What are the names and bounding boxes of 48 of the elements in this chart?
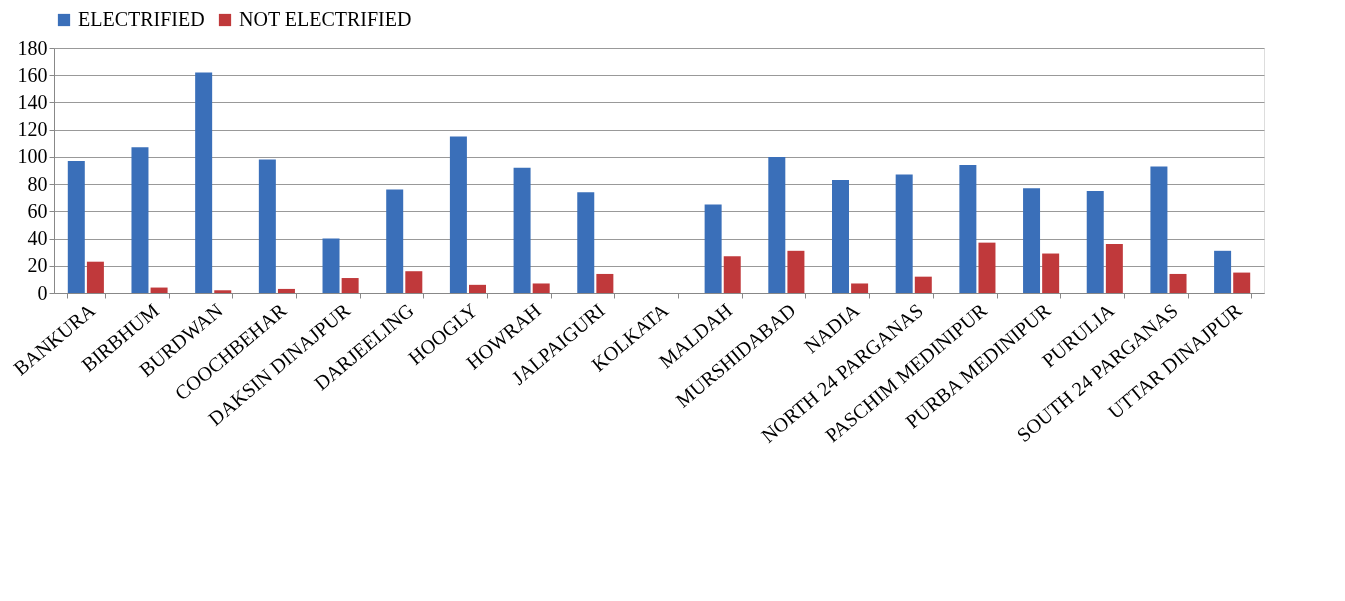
y-tick-label: 20 bbox=[27, 254, 48, 277]
legend-label: NOT ELECTRIFIED bbox=[239, 8, 412, 30]
bar bbox=[1086, 190, 1104, 293]
bar bbox=[832, 180, 849, 293]
bar bbox=[405, 271, 423, 293]
bar bbox=[978, 242, 996, 293]
y-tick-label: 60 bbox=[27, 199, 48, 222]
y-tick-label: 160 bbox=[17, 63, 48, 86]
bar bbox=[513, 167, 531, 293]
bar bbox=[1150, 166, 1168, 293]
bar bbox=[277, 288, 295, 293]
bar bbox=[704, 204, 722, 293]
y-tick-label: 180 bbox=[17, 36, 48, 59]
bar bbox=[214, 290, 232, 293]
bar bbox=[768, 156, 786, 293]
bar bbox=[449, 136, 467, 293]
y-tick-label: 100 bbox=[17, 145, 48, 168]
bar bbox=[86, 261, 104, 293]
bar bbox=[386, 189, 404, 293]
y-tick-label: 80 bbox=[27, 172, 48, 195]
bar bbox=[1233, 272, 1251, 293]
bar bbox=[150, 287, 168, 293]
bar bbox=[895, 174, 913, 293]
bar bbox=[1105, 244, 1123, 293]
legend-label: ELECTRIFIED bbox=[78, 8, 205, 30]
bar bbox=[1169, 273, 1187, 293]
y-tick-label: 0 bbox=[37, 281, 48, 304]
bar bbox=[322, 238, 340, 293]
bar bbox=[67, 160, 85, 293]
bar bbox=[195, 72, 213, 293]
bar bbox=[1042, 253, 1060, 293]
bar bbox=[131, 147, 149, 293]
bar bbox=[959, 165, 977, 293]
bar bbox=[532, 283, 550, 293]
y-tick-label: 40 bbox=[27, 227, 48, 250]
bar bbox=[341, 278, 359, 293]
bar bbox=[851, 283, 869, 293]
bar bbox=[787, 250, 805, 293]
bar bbox=[258, 159, 276, 293]
y-tick-label: 120 bbox=[17, 118, 48, 141]
bar bbox=[596, 273, 614, 293]
bar bbox=[469, 284, 486, 293]
bar bbox=[723, 256, 741, 293]
y-tick-label: 140 bbox=[17, 90, 48, 113]
bar bbox=[1023, 188, 1041, 293]
bar bbox=[1214, 250, 1232, 293]
bar bbox=[577, 192, 595, 293]
bar bbox=[914, 276, 932, 293]
